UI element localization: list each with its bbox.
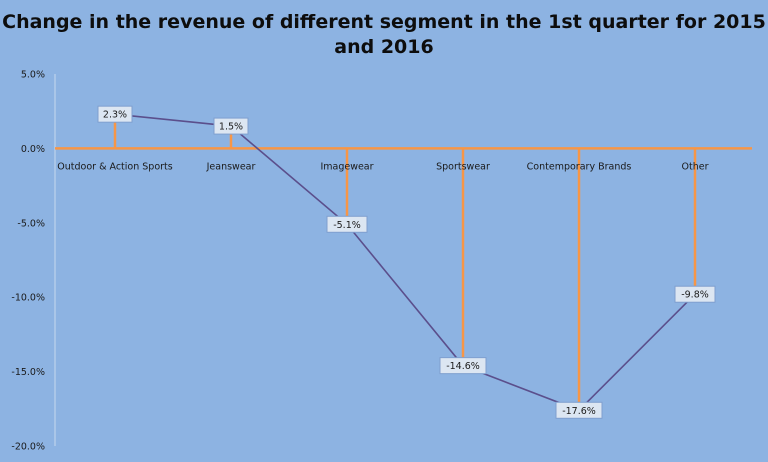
data-label-box [97,105,133,123]
y-tick-label: 0.0% [21,144,45,155]
data-label-box [326,215,368,233]
data-label-box [674,285,716,303]
x-category-label: Outdoor & Action Sports [57,161,173,172]
chart-title-line-2: and 2016 [334,36,434,58]
y-tick-label: 5.0% [21,70,45,81]
x-category-label: Contemporary Brands [527,161,632,172]
data-label: 2.3% [103,110,127,121]
x-category-label: Other [682,161,709,172]
chart-title: Change in the revenue of different segme… [0,10,768,60]
data-label: 1.5% [219,122,243,133]
x-category-label: Jeanswear [206,161,256,172]
data-label: -5.1% [333,220,361,231]
x-category-label: Sportswear [436,161,490,172]
chart-title-line-1: Change in the revenue of different segme… [2,11,766,33]
data-label: -9.8% [681,290,709,301]
data-label: -14.6% [446,361,480,372]
data-label-box [213,117,249,135]
y-tick-label: -5.0% [17,218,45,229]
y-tick-label: -15.0% [11,367,45,378]
y-tick-label: -20.0% [11,442,45,453]
x-category-label: Imagewear [320,161,373,172]
series-line [114,113,696,412]
data-label: -17.6% [562,406,596,417]
data-label-box [439,357,487,375]
data-label-box [555,401,603,419]
y-tick-label: -10.0% [11,293,45,304]
